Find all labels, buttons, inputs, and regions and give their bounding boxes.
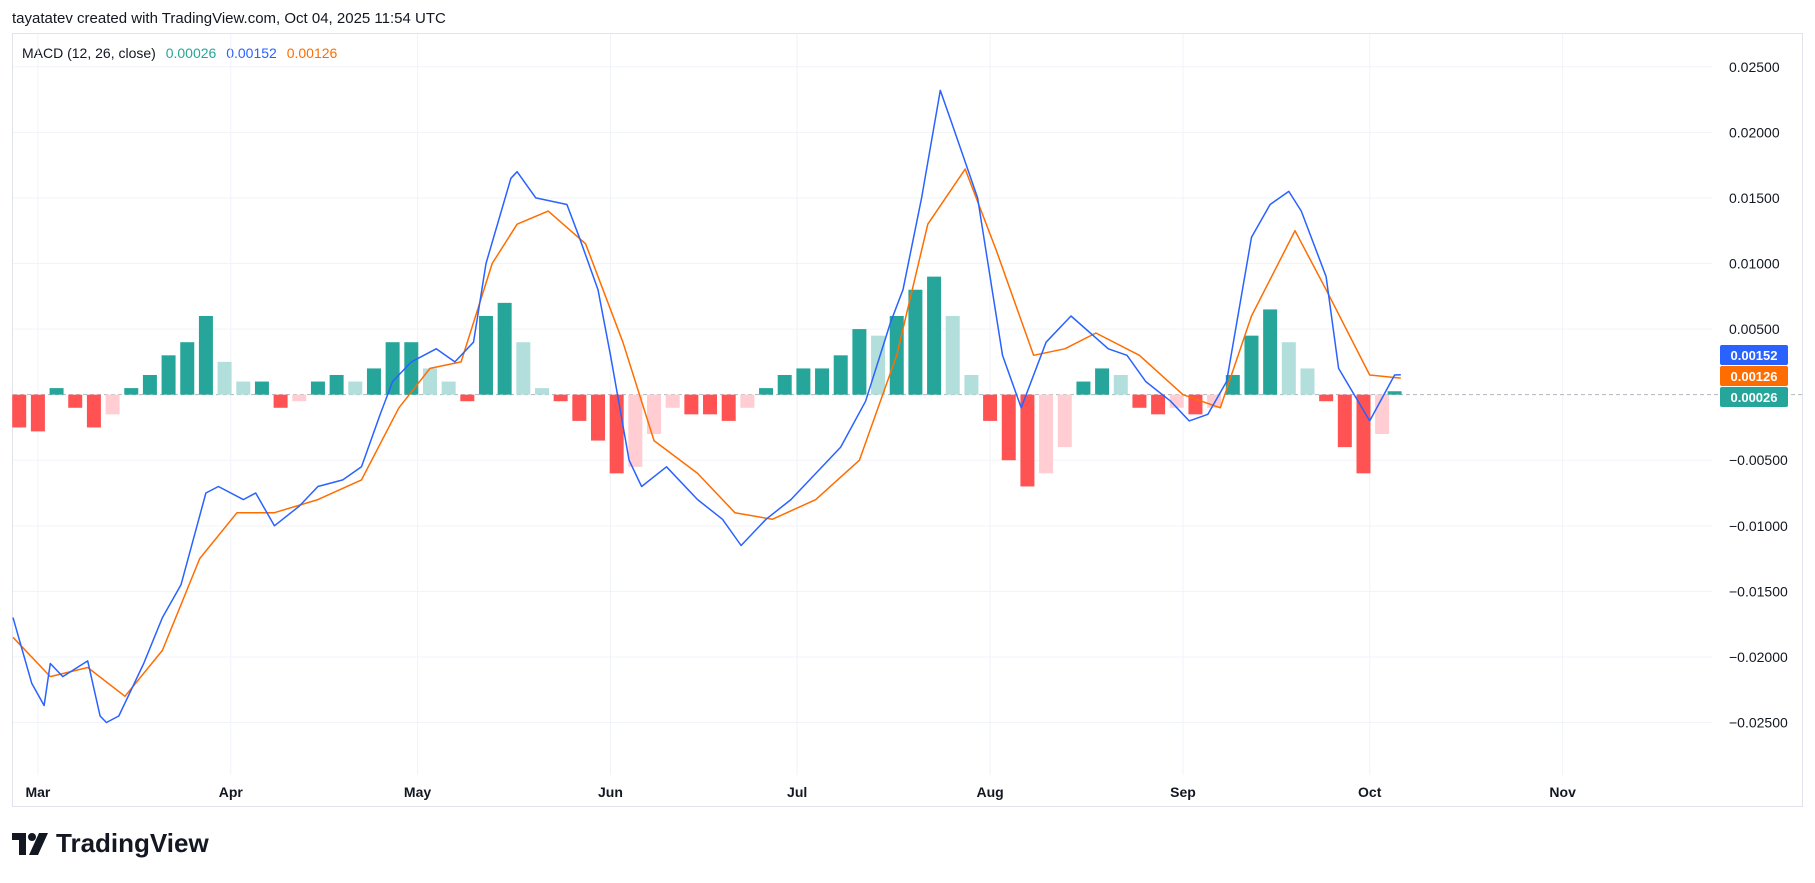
tradingview-logo[interactable]: TradingView [12, 828, 209, 859]
chart-pane[interactable] [12, 33, 1803, 807]
brand-name: TradingView [56, 828, 209, 858]
legend-hist-value: 0.00026 [165, 45, 217, 61]
chart-caption: tayatatev created with TradingView.com, … [12, 10, 446, 27]
legend-signal-value: 0.00126 [286, 45, 338, 61]
legend-label: MACD (12, 26, close) [22, 45, 156, 61]
tradingview-logo-icon [12, 832, 48, 855]
legend-macd-value: 0.00152 [226, 45, 277, 61]
indicator-legend[interactable]: MACD (12, 26, close) 0.00026 0.00152 0.0… [22, 45, 343, 61]
